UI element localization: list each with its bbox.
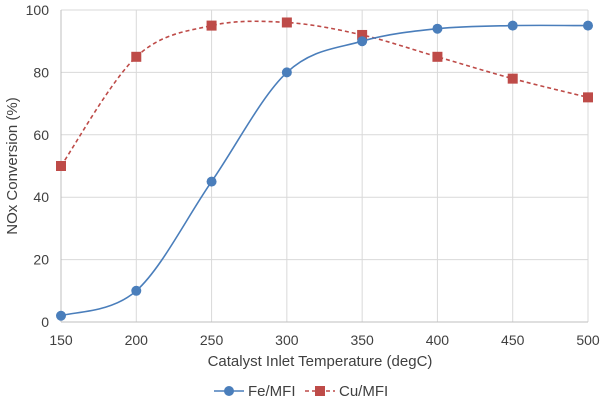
data-point bbox=[206, 176, 217, 187]
series-cu-mfi bbox=[56, 17, 593, 171]
data-point bbox=[432, 51, 443, 62]
y-tick-label: 60 bbox=[33, 127, 49, 143]
grid bbox=[61, 9, 589, 322]
data-point bbox=[281, 67, 292, 78]
legend: Fe/MFI Cu/MFI bbox=[214, 383, 388, 400]
x-tick-label: 300 bbox=[275, 332, 299, 348]
legend-entry: Fe/MFI bbox=[214, 383, 296, 400]
data-point bbox=[507, 20, 518, 31]
x-tick-label: 250 bbox=[200, 332, 224, 348]
legend-entry: Cu/MFI bbox=[305, 383, 388, 400]
y-tick-label: 100 bbox=[26, 2, 50, 18]
data-point bbox=[206, 20, 217, 31]
x-tick-label: 400 bbox=[426, 332, 450, 348]
series-line bbox=[60, 20, 589, 167]
data-point bbox=[131, 285, 142, 296]
x-tick-label: 450 bbox=[501, 332, 525, 348]
data-point bbox=[56, 310, 66, 321]
y-tick-label: 20 bbox=[33, 252, 49, 268]
series bbox=[56, 17, 593, 321]
legend-marker bbox=[315, 386, 325, 396]
data-point bbox=[357, 29, 368, 40]
y-tick-label: 0 bbox=[41, 314, 49, 330]
series-fe-mfi bbox=[56, 20, 593, 321]
data-point bbox=[131, 51, 142, 62]
x-tick-label: 200 bbox=[125, 332, 149, 348]
x-tick-label: 500 bbox=[576, 332, 600, 348]
legend-label: Cu/MFI bbox=[339, 383, 388, 400]
series-line bbox=[60, 24, 589, 317]
data-point bbox=[56, 161, 66, 171]
y-tick-label: 80 bbox=[33, 64, 49, 80]
y-tick-label: 40 bbox=[33, 189, 49, 205]
data-point bbox=[357, 36, 368, 47]
tick-labels: 150 200 250 300 350 400 450 500 0 20 40 60 80 100 bbox=[26, 2, 600, 348]
data-point bbox=[583, 20, 593, 31]
y-axis-title: NOx Conversion (%) bbox=[4, 97, 21, 235]
data-point bbox=[583, 92, 593, 103]
legend-marker bbox=[224, 386, 234, 396]
x-tick-label: 350 bbox=[350, 332, 374, 348]
x-tick-label: 150 bbox=[49, 332, 73, 348]
data-point bbox=[281, 17, 292, 28]
legend-label: Fe/MFI bbox=[248, 383, 296, 400]
x-axis-title: Catalyst Inlet Temperature (degC) bbox=[208, 353, 433, 370]
data-point bbox=[432, 23, 443, 34]
data-point bbox=[507, 73, 518, 84]
